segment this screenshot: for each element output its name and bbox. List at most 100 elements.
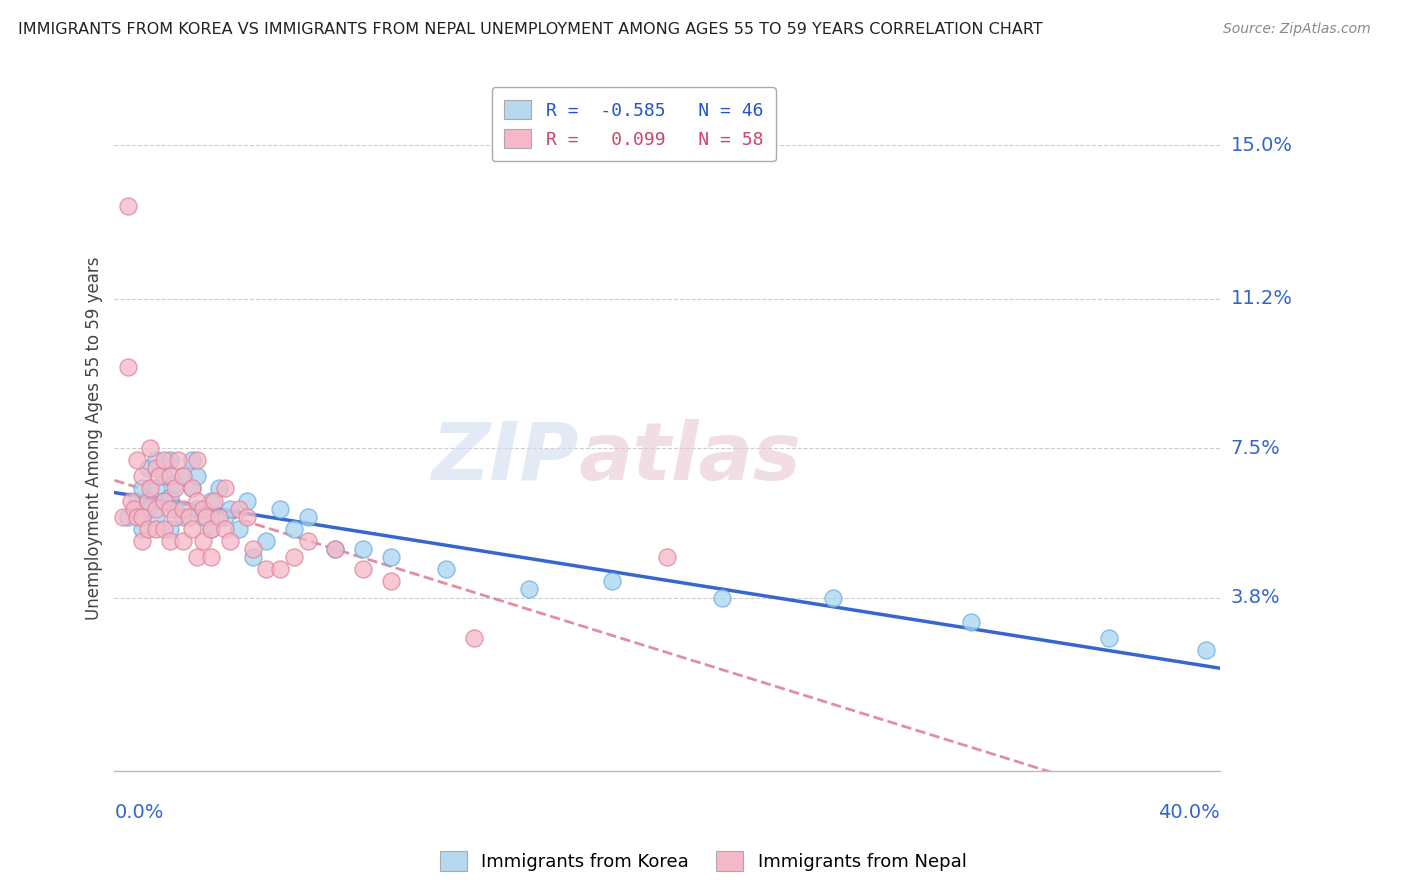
Point (219, 501, 242, 516)
Point (159, 469, 181, 483)
Point (269, 562, 291, 576)
Point (117, 509, 139, 524)
Point (173, 469, 195, 483)
Point (153, 522, 176, 536)
Point (131, 522, 153, 536)
Text: Source: ZipAtlas.com: Source: ZipAtlas.com (1223, 22, 1371, 37)
Point (236, 493, 259, 508)
Point (208, 482, 231, 496)
Point (214, 482, 236, 496)
Point (208, 509, 231, 524)
Point (131, 482, 153, 496)
Point (214, 509, 236, 524)
Point (269, 501, 291, 516)
Point (159, 453, 181, 467)
Point (167, 453, 190, 467)
Point (165, 482, 187, 496)
Point (177, 509, 200, 524)
Point (186, 501, 208, 516)
Point (159, 533, 181, 548)
Point (960, 615, 983, 629)
Point (131, 469, 153, 483)
Text: 7.5%: 7.5% (1230, 439, 1281, 458)
Point (228, 501, 250, 516)
Point (117, 360, 139, 375)
Point (173, 509, 195, 524)
Point (325, 542, 347, 557)
Point (165, 477, 187, 491)
Point (711, 591, 734, 605)
Text: 3.8%: 3.8% (1230, 588, 1281, 607)
Point (173, 469, 195, 483)
Point (254, 562, 277, 576)
Point (380, 574, 402, 589)
Point (153, 453, 176, 467)
Text: ZIP: ZIP (432, 419, 579, 497)
Point (131, 509, 153, 524)
Point (159, 490, 181, 504)
Point (352, 562, 374, 576)
Point (297, 509, 319, 524)
Point (191, 509, 214, 524)
Point (153, 469, 176, 483)
Point (145, 461, 167, 475)
Point (136, 493, 159, 508)
Text: atlas: atlas (579, 419, 801, 497)
Text: 11.2%: 11.2% (1230, 289, 1292, 308)
Point (180, 482, 202, 496)
Point (236, 509, 259, 524)
Point (180, 522, 202, 536)
Point (136, 522, 159, 536)
Point (180, 453, 202, 467)
Point (145, 522, 167, 536)
Point (202, 493, 225, 508)
Legend: R =  -0.585   N = 46, R =   0.099   N = 58: R = -0.585 N = 46, R = 0.099 N = 58 (492, 87, 776, 161)
Point (153, 493, 176, 508)
Text: 15.0%: 15.0% (1230, 136, 1292, 154)
Point (325, 542, 347, 557)
Point (821, 591, 844, 605)
Point (194, 509, 217, 524)
Point (1195, 643, 1218, 657)
Point (125, 509, 148, 524)
Point (186, 453, 208, 467)
Point (352, 542, 374, 557)
Point (145, 509, 167, 524)
Point (242, 542, 264, 557)
Point (186, 493, 208, 508)
Point (297, 533, 319, 548)
Point (228, 522, 250, 536)
Point (180, 482, 202, 496)
Point (139, 482, 162, 496)
Point (380, 550, 402, 565)
Point (136, 461, 159, 475)
Point (191, 501, 214, 516)
Point (200, 550, 222, 565)
Text: IMMIGRANTS FROM KOREA VS IMMIGRANTS FROM NEPAL UNEMPLOYMENT AMONG AGES 55 TO 59 : IMMIGRANTS FROM KOREA VS IMMIGRANTS FROM… (18, 22, 1043, 37)
Point (1098, 631, 1121, 645)
Point (111, 509, 134, 524)
Point (600, 574, 623, 589)
Point (214, 522, 236, 536)
Point (191, 533, 214, 548)
Point (153, 493, 176, 508)
Point (165, 509, 187, 524)
Point (186, 550, 208, 565)
Point (122, 501, 145, 516)
Point (173, 501, 195, 516)
Point (120, 493, 142, 508)
Point (655, 550, 678, 565)
Text: 40.0%: 40.0% (1159, 804, 1219, 822)
Point (186, 469, 208, 483)
Point (517, 582, 540, 597)
Point (145, 453, 167, 467)
Point (254, 533, 277, 548)
Point (165, 501, 187, 516)
Point (117, 199, 139, 213)
Y-axis label: Unemployment Among Ages 55 to 59 years: Unemployment Among Ages 55 to 59 years (86, 256, 103, 620)
Point (173, 533, 195, 548)
Text: 0.0%: 0.0% (114, 804, 163, 822)
Legend: Immigrants from Korea, Immigrants from Nepal: Immigrants from Korea, Immigrants from N… (433, 844, 973, 879)
Point (200, 522, 222, 536)
Point (131, 533, 153, 548)
